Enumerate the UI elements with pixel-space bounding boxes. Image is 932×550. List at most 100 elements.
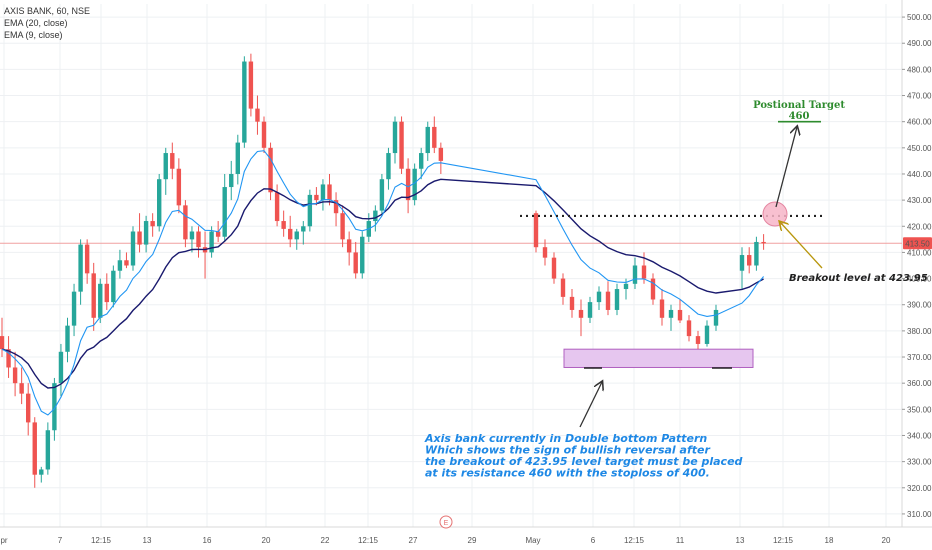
- candle-body[interactable]: [605, 291, 611, 310]
- candle-body[interactable]: [747, 255, 752, 266]
- candle-body[interactable]: [170, 153, 175, 169]
- candle-body[interactable]: [373, 210, 378, 222]
- candle-body[interactable]: [641, 265, 647, 279]
- candle-body[interactable]: [596, 291, 602, 303]
- candle-body[interactable]: [659, 299, 665, 318]
- candle-body[interactable]: [301, 226, 306, 232]
- candle-body[interactable]: [432, 126, 437, 148]
- candle-body[interactable]: [0, 336, 5, 350]
- candle-body[interactable]: [360, 236, 365, 274]
- candle-body[interactable]: [222, 187, 227, 237]
- candle-body[interactable]: [91, 273, 96, 318]
- candle-body[interactable]: [281, 221, 286, 229]
- candle-body[interactable]: [26, 393, 31, 423]
- candle-body[interactable]: [542, 247, 548, 258]
- candle-body[interactable]: [340, 213, 345, 240]
- candle-body[interactable]: [248, 61, 254, 109]
- candle-body[interactable]: [189, 231, 195, 240]
- candle-body[interactable]: [713, 309, 719, 326]
- candle-body[interactable]: [137, 231, 142, 245]
- target-arrow[interactable]: [775, 127, 797, 208]
- candle-body[interactable]: [614, 289, 620, 310]
- candle-body[interactable]: [294, 231, 299, 240]
- candle-body[interactable]: [704, 325, 710, 344]
- candle-body[interactable]: [176, 168, 182, 206]
- candle-body[interactable]: [52, 383, 57, 431]
- candle-body[interactable]: [215, 231, 221, 237]
- candle-body[interactable]: [143, 221, 149, 245]
- candle-body[interactable]: [353, 252, 358, 274]
- candle-body[interactable]: [314, 194, 319, 201]
- candle-body[interactable]: [425, 126, 430, 154]
- candle-body[interactable]: [379, 179, 385, 211]
- candle-body[interactable]: [65, 325, 70, 352]
- event-marker[interactable]: E: [439, 515, 453, 529]
- candle-body[interactable]: [71, 291, 77, 326]
- candle-body[interactable]: [229, 173, 234, 188]
- candle-body[interactable]: [346, 239, 352, 253]
- symbol-title[interactable]: AXIS BANK, 60, NSE: [4, 6, 91, 16]
- candle-body[interactable]: [650, 278, 656, 300]
- candle-body[interactable]: [104, 283, 109, 303]
- candle-body[interactable]: [12, 367, 18, 384]
- candle-body[interactable]: [130, 231, 136, 266]
- candle-body[interactable]: [333, 200, 339, 214]
- candle-body[interactable]: [58, 351, 64, 384]
- candle-body[interactable]: [386, 153, 391, 180]
- candle-body[interactable]: [98, 283, 103, 318]
- candle-body[interactable]: [157, 179, 162, 227]
- candle-body[interactable]: [209, 231, 214, 253]
- candle-body[interactable]: [695, 336, 701, 344]
- candle-body[interactable]: [255, 108, 260, 122]
- candle-body[interactable]: [183, 205, 188, 240]
- candle-body[interactable]: [587, 302, 593, 318]
- candle-body[interactable]: [39, 469, 44, 475]
- candle-body[interactable]: [754, 241, 759, 266]
- candle-body[interactable]: [677, 309, 683, 321]
- candle-body[interactable]: [111, 270, 116, 303]
- candle-body[interactable]: [405, 168, 411, 201]
- breakout-circle[interactable]: [762, 201, 788, 227]
- candle-body[interactable]: [560, 278, 566, 297]
- candle-body[interactable]: [235, 142, 240, 174]
- candle-body[interactable]: [686, 320, 692, 337]
- ema9-legend[interactable]: EMA (9, close): [4, 30, 63, 40]
- candle-body[interactable]: [632, 265, 638, 284]
- candle-body[interactable]: [392, 121, 398, 154]
- candle-body[interactable]: [196, 231, 201, 248]
- candle-body[interactable]: [288, 228, 293, 240]
- candle-body[interactable]: [163, 153, 168, 180]
- candle-body[interactable]: [578, 309, 584, 318]
- pattern-arrow[interactable]: [579, 382, 602, 428]
- candle-body[interactable]: [623, 283, 629, 290]
- candle-body[interactable]: [32, 422, 37, 475]
- candle-body[interactable]: [320, 184, 326, 201]
- candle-body[interactable]: [150, 221, 155, 227]
- candle-body[interactable]: [569, 296, 575, 310]
- candle-body[interactable]: [761, 241, 766, 244]
- candle-body[interactable]: [438, 147, 444, 161]
- candle-body[interactable]: [124, 260, 129, 266]
- candle-body[interactable]: [45, 430, 51, 470]
- candle-body[interactable]: [412, 168, 417, 201]
- candle-body[interactable]: [551, 257, 557, 279]
- breakout-arrow[interactable]: [780, 222, 823, 269]
- candle-body[interactable]: [6, 349, 11, 368]
- candle-body[interactable]: [533, 213, 539, 248]
- candle-body[interactable]: [327, 184, 332, 201]
- candle-body[interactable]: [117, 260, 123, 271]
- candle-body[interactable]: [307, 194, 313, 227]
- candle-body[interactable]: [261, 121, 267, 148]
- candle-body[interactable]: [84, 244, 90, 274]
- ema20-legend[interactable]: EMA (20, close): [4, 18, 68, 28]
- candle-body[interactable]: [242, 61, 247, 143]
- candle-body[interactable]: [268, 147, 273, 193]
- candle-body[interactable]: [19, 383, 24, 394]
- candle-body[interactable]: [739, 255, 745, 271]
- candle-body[interactable]: [399, 121, 404, 169]
- candle-body[interactable]: [419, 153, 424, 169]
- double-bottom-support-zone[interactable]: [563, 348, 754, 368]
- candle-body[interactable]: [668, 309, 674, 318]
- candle-body[interactable]: [78, 244, 83, 292]
